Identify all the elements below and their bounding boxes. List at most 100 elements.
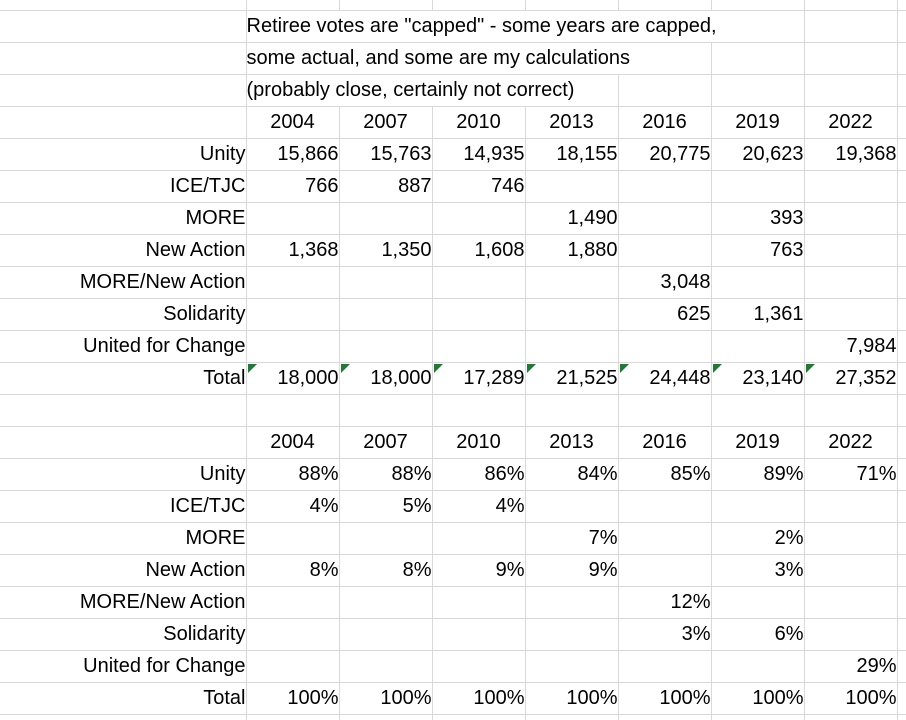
empty-cell[interactable]	[0, 105, 247, 139]
empty-cell[interactable]	[710, 0, 805, 11]
total-cell[interactable]: 100%	[431, 681, 526, 715]
data-cell[interactable]	[617, 329, 712, 363]
empty-cell[interactable]	[803, 41, 898, 75]
data-cell[interactable]: 4%	[431, 489, 526, 523]
data-cell[interactable]	[617, 553, 712, 587]
year-header[interactable]: 2004	[245, 425, 340, 459]
data-cell[interactable]	[803, 617, 898, 651]
data-cell[interactable]	[710, 329, 805, 363]
data-cell[interactable]: 19,368	[803, 137, 898, 171]
data-cell[interactable]: 3%	[710, 553, 805, 587]
data-cell[interactable]: 15,763	[338, 137, 433, 171]
data-cell[interactable]: 6%	[710, 617, 805, 651]
row-label[interactable]: United for Change	[0, 329, 247, 363]
data-cell[interactable]	[524, 169, 619, 203]
data-cell[interactable]	[617, 201, 712, 235]
data-cell[interactable]	[803, 233, 898, 267]
data-cell[interactable]	[245, 329, 340, 363]
data-cell[interactable]	[431, 201, 526, 235]
data-cell[interactable]: 1,361	[710, 297, 805, 331]
empty-cell[interactable]	[524, 713, 619, 720]
data-cell[interactable]	[803, 585, 898, 619]
data-cell[interactable]	[617, 521, 712, 555]
data-cell[interactable]: 1,368	[245, 233, 340, 267]
data-cell[interactable]	[431, 521, 526, 555]
data-cell[interactable]	[524, 297, 619, 331]
empty-cell[interactable]	[896, 329, 906, 363]
empty-cell[interactable]	[0, 73, 247, 107]
year-header[interactable]: 2013	[524, 105, 619, 139]
data-cell[interactable]: 20,623	[710, 137, 805, 171]
data-cell[interactable]: 7%	[524, 521, 619, 555]
data-cell[interactable]: 887	[338, 169, 433, 203]
data-cell[interactable]: 15,866	[245, 137, 340, 171]
year-header[interactable]: 2007	[338, 105, 433, 139]
empty-cell[interactable]	[245, 0, 340, 11]
data-cell[interactable]: 71%	[803, 457, 898, 491]
total-cell[interactable]: 100%	[803, 681, 898, 715]
data-cell[interactable]: 18,155	[524, 137, 619, 171]
empty-cell[interactable]	[896, 553, 906, 587]
data-cell[interactable]	[245, 649, 340, 683]
empty-cell[interactable]	[617, 0, 712, 11]
data-cell[interactable]	[803, 265, 898, 299]
data-cell[interactable]: 5%	[338, 489, 433, 523]
note-line[interactable]: some actual, and some are my calculation…	[245, 41, 712, 75]
data-cell[interactable]: 20,775	[617, 137, 712, 171]
empty-cell[interactable]	[710, 713, 805, 720]
empty-cell[interactable]	[245, 713, 340, 720]
data-cell[interactable]: 393	[710, 201, 805, 235]
data-cell[interactable]	[245, 617, 340, 651]
total-cell[interactable]: 27,352	[803, 361, 898, 395]
data-cell[interactable]: 766	[245, 169, 340, 203]
data-cell[interactable]	[617, 649, 712, 683]
data-cell[interactable]	[524, 329, 619, 363]
empty-cell[interactable]	[431, 393, 526, 427]
data-cell[interactable]: 9%	[524, 553, 619, 587]
empty-cell[interactable]	[896, 649, 906, 683]
total-cell[interactable]: 21,525	[524, 361, 619, 395]
empty-cell[interactable]	[896, 393, 906, 427]
empty-cell[interactable]	[896, 425, 906, 459]
year-header[interactable]: 2016	[617, 425, 712, 459]
year-header[interactable]: 2010	[431, 105, 526, 139]
empty-cell[interactable]	[896, 681, 906, 715]
empty-cell[interactable]	[0, 0, 247, 11]
empty-cell[interactable]	[896, 233, 906, 267]
empty-cell[interactable]	[338, 713, 433, 720]
data-cell[interactable]: 29%	[803, 649, 898, 683]
total-cell[interactable]: 24,448	[617, 361, 712, 395]
total-cell[interactable]: 100%	[710, 681, 805, 715]
data-cell[interactable]	[338, 265, 433, 299]
empty-cell[interactable]	[896, 713, 906, 720]
data-cell[interactable]	[431, 617, 526, 651]
data-cell[interactable]	[803, 521, 898, 555]
empty-cell[interactable]	[896, 297, 906, 331]
empty-cell[interactable]	[0, 393, 247, 427]
data-cell[interactable]	[710, 169, 805, 203]
empty-cell[interactable]	[803, 713, 898, 720]
empty-cell[interactable]	[896, 0, 906, 11]
note-line[interactable]: Retiree votes are "capped" - some years …	[245, 9, 805, 43]
data-cell[interactable]: 88%	[338, 457, 433, 491]
data-cell[interactable]	[803, 297, 898, 331]
row-label[interactable]: MORE	[0, 201, 247, 235]
year-header[interactable]: 2013	[524, 425, 619, 459]
data-cell[interactable]: 85%	[617, 457, 712, 491]
data-cell[interactable]	[338, 329, 433, 363]
data-cell[interactable]	[338, 297, 433, 331]
data-cell[interactable]	[710, 265, 805, 299]
data-cell[interactable]	[524, 649, 619, 683]
year-header[interactable]: 2019	[710, 425, 805, 459]
empty-cell[interactable]	[524, 393, 619, 427]
data-cell[interactable]: 8%	[338, 553, 433, 587]
empty-cell[interactable]	[710, 393, 805, 427]
data-cell[interactable]	[245, 521, 340, 555]
data-cell[interactable]	[431, 649, 526, 683]
data-cell[interactable]	[710, 649, 805, 683]
empty-cell[interactable]	[896, 137, 906, 171]
data-cell[interactable]	[245, 201, 340, 235]
data-cell[interactable]: 12%	[617, 585, 712, 619]
empty-cell[interactable]	[431, 0, 526, 11]
data-cell[interactable]	[245, 297, 340, 331]
